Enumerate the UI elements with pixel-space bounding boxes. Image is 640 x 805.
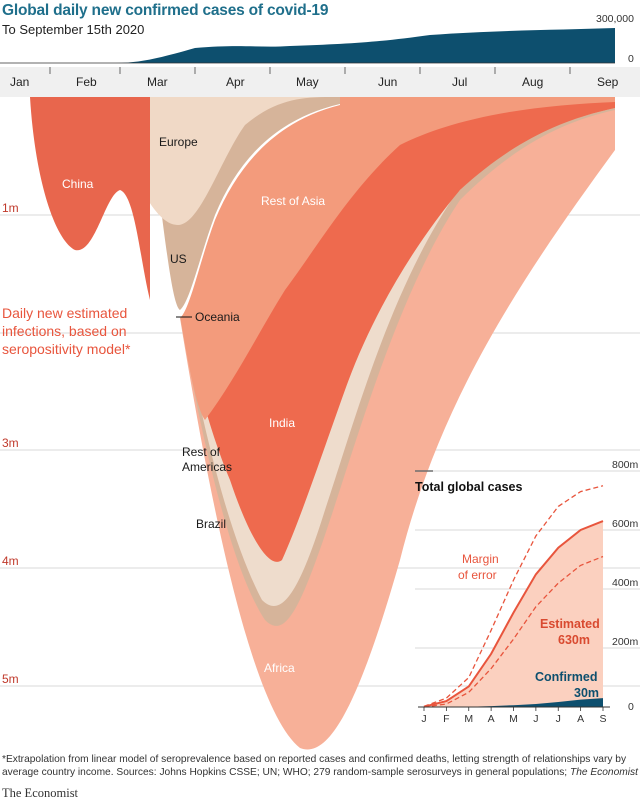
inset-title: Total global cases xyxy=(415,480,522,494)
inset-month-7: A xyxy=(577,713,584,725)
sources-text: Sources: Johns Hopkins CSSE; UN; WHO; 27… xyxy=(116,767,568,778)
label-rest-of: Rest of xyxy=(182,445,221,459)
inset-confirmed-area xyxy=(424,698,603,707)
inset-estimated-value: 630m xyxy=(558,633,590,647)
inset-tick-0: 0 xyxy=(628,701,634,713)
month-mar: Mar xyxy=(147,75,168,89)
ytick-3m: 3m xyxy=(2,436,19,450)
label-europe: Europe xyxy=(159,135,198,149)
stream-china xyxy=(30,97,150,300)
footnote: *Extrapolation from linear model of sero… xyxy=(2,753,638,779)
inset-month-3: A xyxy=(488,713,495,725)
inset-tick-800: 800m xyxy=(612,459,639,471)
month-jun: Jun xyxy=(378,75,397,89)
model-note-2: infections, based on xyxy=(2,323,127,339)
inset-chart: Total global cases 800m 600m 400m 200m 0… xyxy=(415,459,640,725)
inset-month-0: J xyxy=(421,713,426,725)
month-sep: Sep xyxy=(597,75,619,89)
label-india: India xyxy=(269,416,295,430)
model-note-1: Daily new estimated xyxy=(2,305,127,321)
inset-tick-200: 200m xyxy=(612,636,639,648)
label-us: US xyxy=(170,252,187,266)
month-apr: Apr xyxy=(226,75,245,89)
month-jan: Jan xyxy=(10,75,29,89)
inset-estimated-line xyxy=(423,520,604,708)
strip-tick-0: 0 xyxy=(628,53,634,65)
label-africa: Africa xyxy=(264,661,295,675)
footnote-text: *Extrapolation from linear model of sero… xyxy=(2,754,627,778)
month-jul: Jul xyxy=(452,75,467,89)
ytick-1m: 1m xyxy=(2,201,19,215)
chart-title: Global daily new confirmed cases of covi… xyxy=(2,2,329,19)
inset-margin-1: Margin xyxy=(462,552,499,566)
label-brazil: Brazil xyxy=(196,517,226,531)
inset-margin-upper-line xyxy=(423,485,604,708)
month-ticks xyxy=(49,67,571,74)
label-americas: Americas xyxy=(182,460,232,474)
sources-italic: The Economist xyxy=(569,767,638,778)
month-feb: Feb xyxy=(76,75,97,89)
inset-estimated-label: Estimated xyxy=(540,617,600,631)
brand-logo: The Economist xyxy=(2,786,79,800)
label-rest-asia: Rest of Asia xyxy=(261,194,325,208)
inset-month-8: S xyxy=(599,713,606,725)
inset-margin-lower-line xyxy=(423,555,604,708)
month-may: May xyxy=(296,75,319,89)
inset-month-5: J xyxy=(533,713,538,725)
confirmed-area xyxy=(115,28,615,63)
stream-europe xyxy=(105,97,330,225)
inset-month-4: M xyxy=(509,713,518,725)
chart-subtitle: To September 15th 2020 xyxy=(2,22,145,37)
model-note-3: seropositivity model* xyxy=(2,341,131,357)
inset-tick-400: 400m xyxy=(612,577,639,589)
label-china: China xyxy=(62,177,94,191)
inset-confirmed-value: 30m xyxy=(574,686,599,700)
strip-tick-300000: 300,000 xyxy=(596,13,634,25)
inset-month-2: M xyxy=(464,713,473,725)
month-aug: Aug xyxy=(522,75,543,89)
label-oceania: Oceania xyxy=(195,310,240,324)
ytick-5m: 5m xyxy=(2,672,19,686)
stream-rest-asia xyxy=(150,97,615,420)
inset-tick-600: 600m xyxy=(612,518,639,530)
month-band xyxy=(0,67,640,97)
ytick-4m: 4m xyxy=(2,554,19,568)
inset-confirmed-label: Confirmed xyxy=(535,670,598,684)
inset-margin-2: of error xyxy=(458,568,497,582)
inset-month-1: F xyxy=(443,713,449,725)
stream-chart: 300,000 0 Jan Feb Mar Apr May Jun Jul Au… xyxy=(0,13,640,750)
inset-month-6: J xyxy=(556,713,561,725)
